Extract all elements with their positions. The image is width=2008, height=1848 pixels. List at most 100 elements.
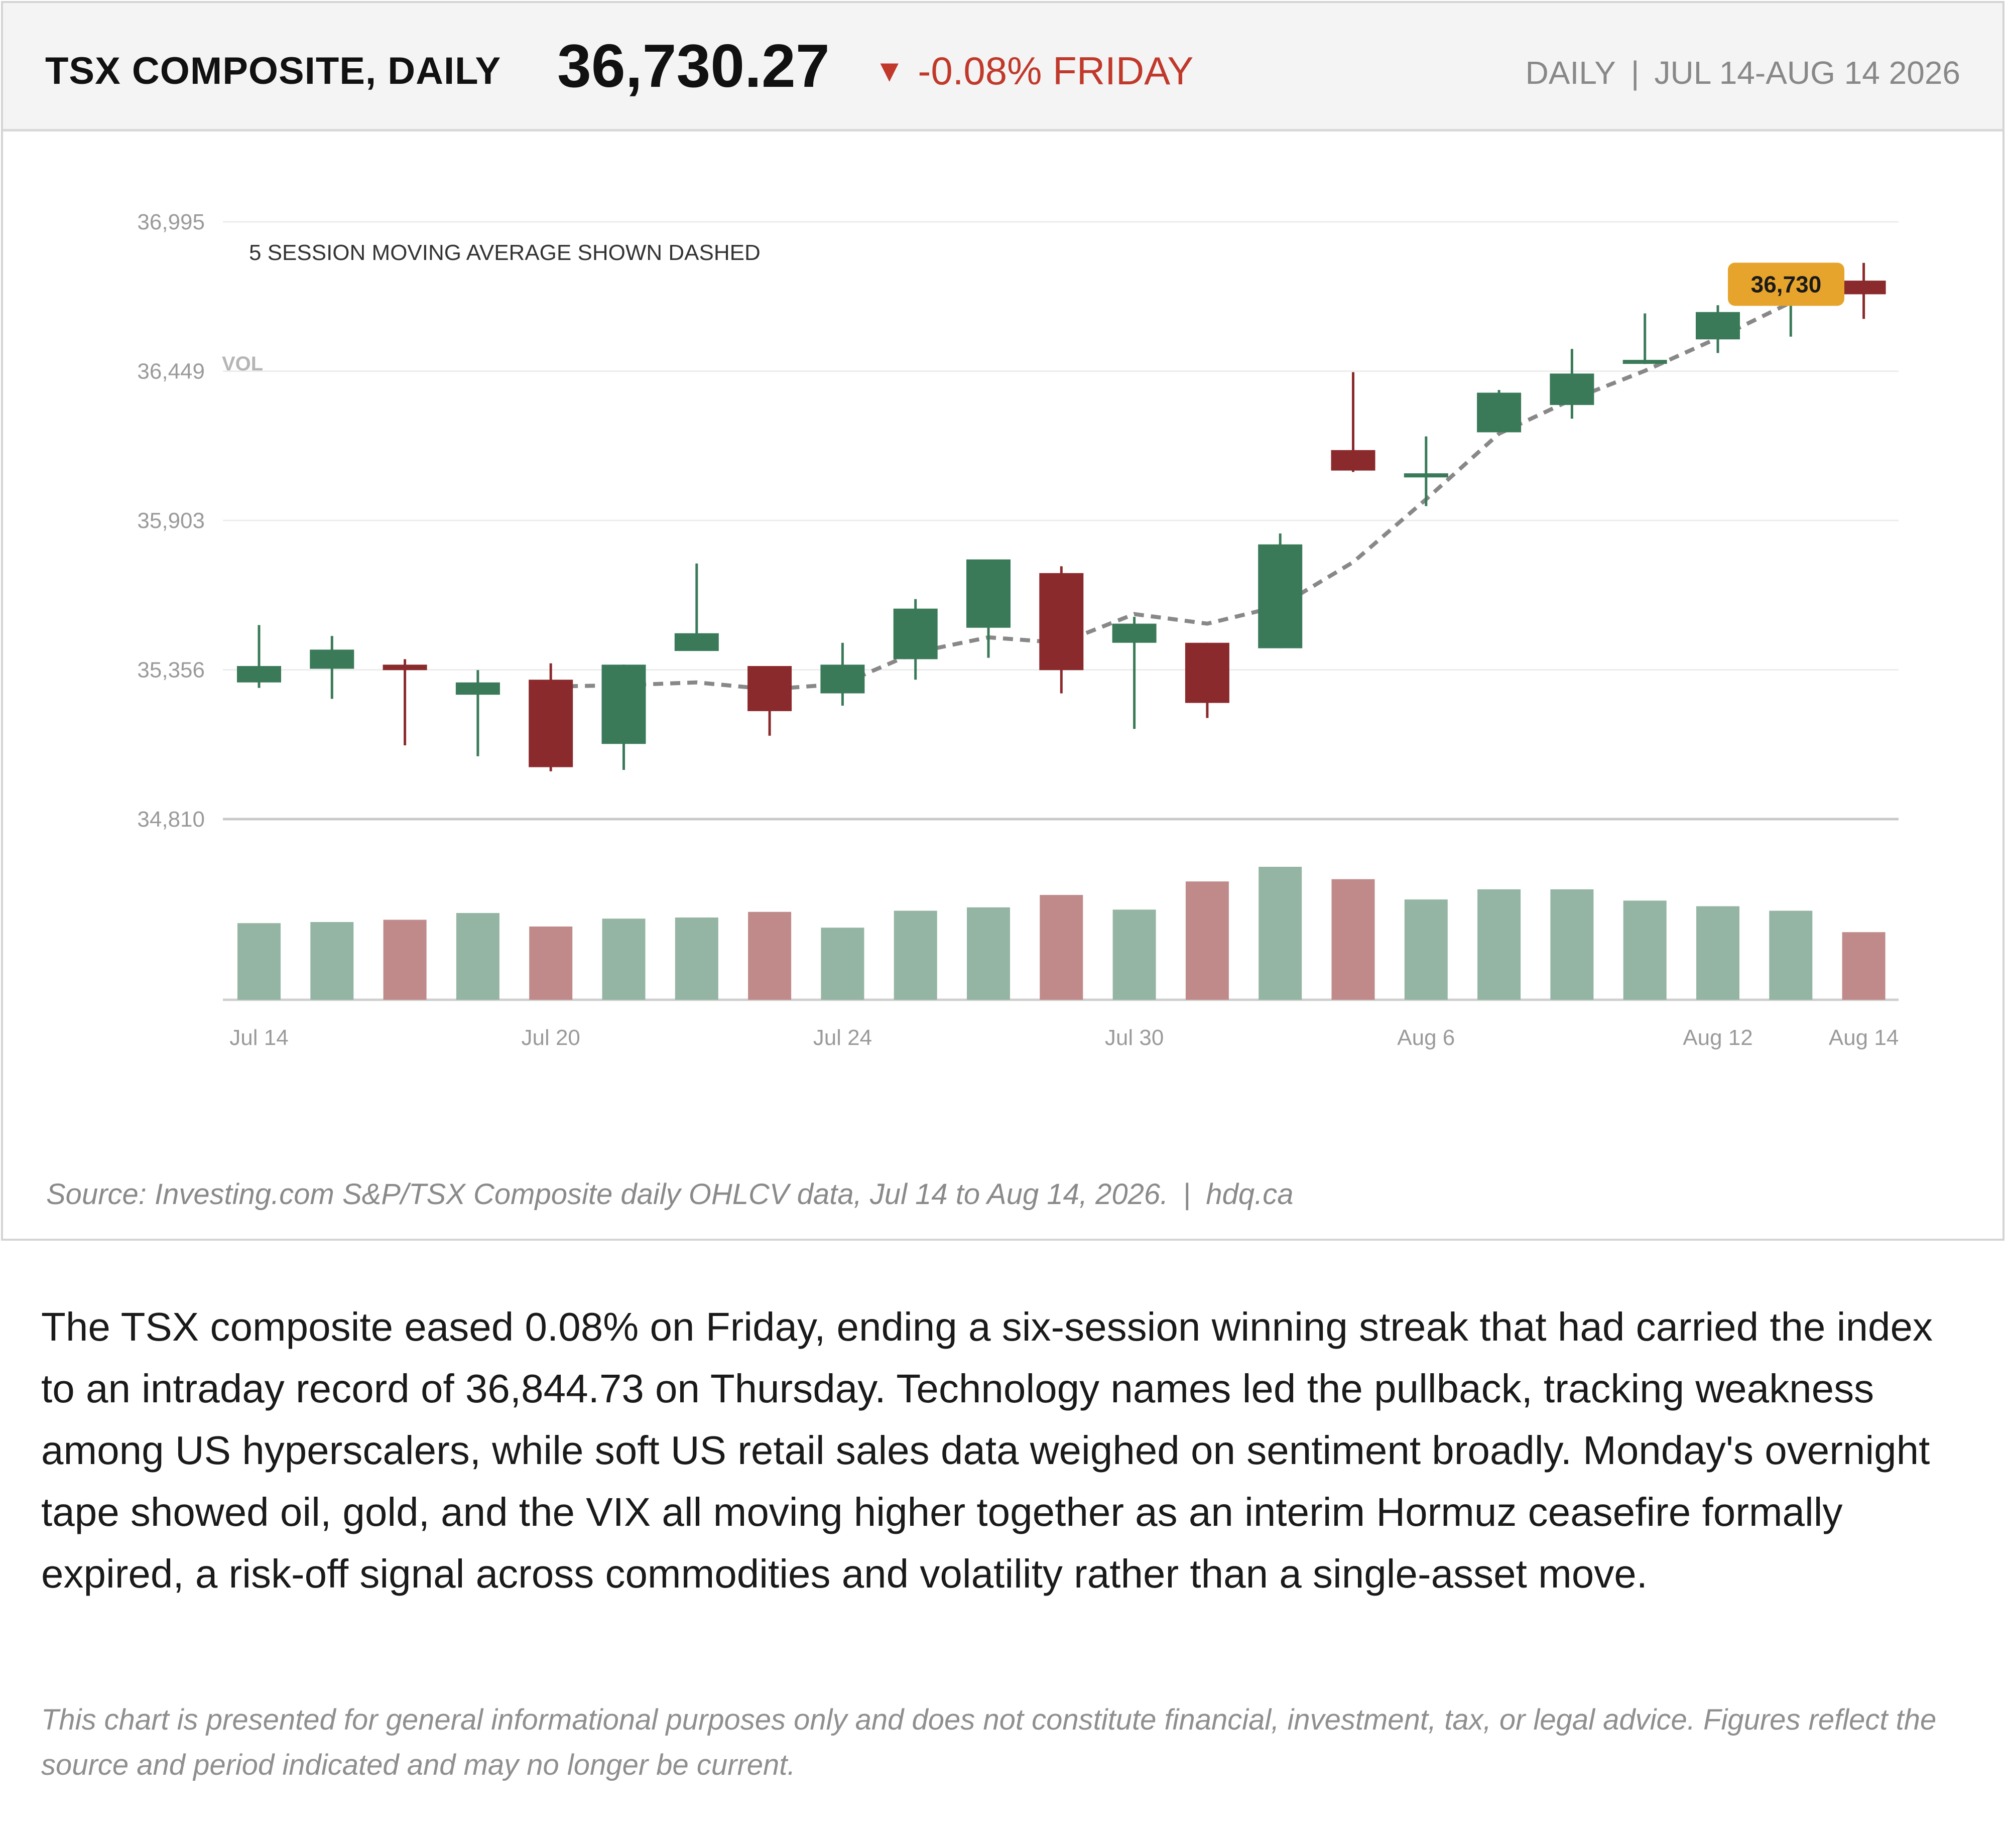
candle <box>455 670 500 756</box>
candle <box>1112 616 1157 729</box>
candle-body <box>966 559 1011 628</box>
candle <box>747 666 792 736</box>
x-tick-label: Jul 20 <box>521 1025 580 1050</box>
candle-body <box>529 680 573 767</box>
volume-bar <box>1696 906 1739 1000</box>
candles <box>237 262 1886 771</box>
candle-body <box>237 666 281 683</box>
candle <box>674 563 719 651</box>
volume-bar <box>237 923 281 1000</box>
candle-body <box>601 665 646 744</box>
y-axis-labels: 36,995 36,449 35,903 35,356 34,810 <box>137 210 205 832</box>
volume-bar <box>529 927 573 1000</box>
candle-body <box>1039 573 1084 671</box>
moving-average-series <box>551 285 1864 692</box>
candlestick-chart: 36,995 36,449 35,903 35,356 34,810 5 SESSION… <box>137 210 1899 1050</box>
candle <box>383 659 427 745</box>
daily-change: ▼ -0.08% FRIDAY <box>874 48 1193 94</box>
y-tick-label: 35,903 <box>137 508 205 533</box>
volume-bar <box>602 918 646 1000</box>
volume-bar <box>456 913 499 1000</box>
volume-bar <box>1623 900 1667 1000</box>
volume-bar <box>821 928 864 1000</box>
candle <box>893 599 938 680</box>
y-tick-label: 34,810 <box>137 807 205 832</box>
candle <box>1258 533 1303 648</box>
volume-bar <box>1842 932 1886 1000</box>
volume-bar <box>1331 879 1375 1000</box>
candle-body <box>1112 623 1157 643</box>
x-tick-label: Jul 30 <box>1105 1025 1164 1050</box>
last-value: 36,730.27 <box>557 32 830 100</box>
candle <box>1550 349 1594 419</box>
volume-bar <box>967 907 1010 1000</box>
volume-bar <box>1259 867 1302 1000</box>
down-triangle-icon: ▼ <box>874 54 905 88</box>
moving-average-note: 5 SESSION MOVING AVERAGE SHOWN DASHED <box>249 240 761 265</box>
candle-body <box>747 666 792 711</box>
candle <box>601 665 646 770</box>
chart-header: TSX COMPOSITE, DAILY 36,730.27 ▼ -0.08% F… <box>3 3 2002 131</box>
x-tick-label: Jul 14 <box>229 1025 288 1050</box>
candle <box>966 559 1011 658</box>
source-text: Source: Investing.com S&P/TSX Composite … <box>46 1178 1169 1211</box>
volume-bar <box>1040 895 1083 1000</box>
candle <box>529 663 573 771</box>
x-tick-label: Jul 24 <box>813 1025 872 1050</box>
volume-bar <box>1112 909 1156 1000</box>
volume-bar <box>1769 910 1813 1000</box>
y-tick-label: 35,356 <box>137 658 205 683</box>
candle <box>1696 305 1740 353</box>
candle-body <box>1185 642 1229 703</box>
volume-bar <box>748 911 792 1000</box>
x-axis-labels: Jul 14 Jul 20 Jul 24 Jul 30 Aug 6 Aug 12 Aug 1… <box>229 1025 1899 1050</box>
candle <box>237 625 281 688</box>
candle <box>310 636 354 699</box>
volume-bar <box>675 917 718 1000</box>
candle-body <box>310 649 354 669</box>
volume-bar <box>1404 899 1448 1000</box>
frequency-label: DAILY <box>1525 55 1616 91</box>
candle <box>820 642 865 706</box>
last-price-tag: 36,730 <box>1728 262 1844 306</box>
candle <box>1404 436 1448 506</box>
source-separator: | <box>1183 1178 1191 1211</box>
candle <box>1477 389 1522 433</box>
x-tick-label: Aug 6 <box>1397 1025 1455 1050</box>
volume-bar <box>1477 889 1521 1000</box>
volume-bar <box>310 922 354 1000</box>
volume-label: VOL <box>222 353 263 375</box>
candle-body <box>1841 281 1886 295</box>
candle <box>1841 262 1886 319</box>
daily-change-text: -0.08% FRIDAY <box>918 49 1194 93</box>
candle-body <box>674 633 719 651</box>
candle-body <box>1331 450 1375 471</box>
volume-bar <box>1550 889 1594 1000</box>
chart-card: TSX COMPOSITE, DAILY 36,730.27 ▼ -0.08% F… <box>1 1 2004 1241</box>
moving-average-line <box>551 285 1864 692</box>
candle <box>1622 313 1667 364</box>
volume-bar <box>383 919 427 1000</box>
x-tick-label: Aug 14 <box>1829 1025 1899 1050</box>
last-price-tag-box <box>1728 262 1844 306</box>
disclaimer: This chart is presented for general info… <box>41 1703 1937 1781</box>
candle-body <box>1404 473 1448 478</box>
article-body: The TSX composite eased 0.08% on Friday,… <box>41 1304 1933 1596</box>
source-line: Source: Investing.com S&P/TSX Composite … <box>46 1177 1293 1211</box>
candle-body <box>1622 360 1667 364</box>
volume-bar <box>894 910 937 1000</box>
period-label: JUL 14-AUG 14 2026 <box>1654 55 1960 91</box>
candle-body <box>1477 392 1522 433</box>
candle-body <box>1258 544 1303 648</box>
candle-body <box>1696 312 1740 340</box>
y-tick-label: 36,449 <box>137 359 205 384</box>
date-range: DAILY | JUL 14-AUG 14 2026 <box>1526 54 1960 91</box>
candle-body <box>383 665 427 671</box>
candle-body <box>820 665 865 694</box>
x-tick-label: Aug 12 <box>1683 1025 1752 1050</box>
candle <box>1331 372 1375 472</box>
source-site: hdq.ca <box>1206 1178 1294 1211</box>
candle-body <box>893 608 938 659</box>
volume-bars <box>237 867 1886 1000</box>
candle-body <box>455 682 500 695</box>
